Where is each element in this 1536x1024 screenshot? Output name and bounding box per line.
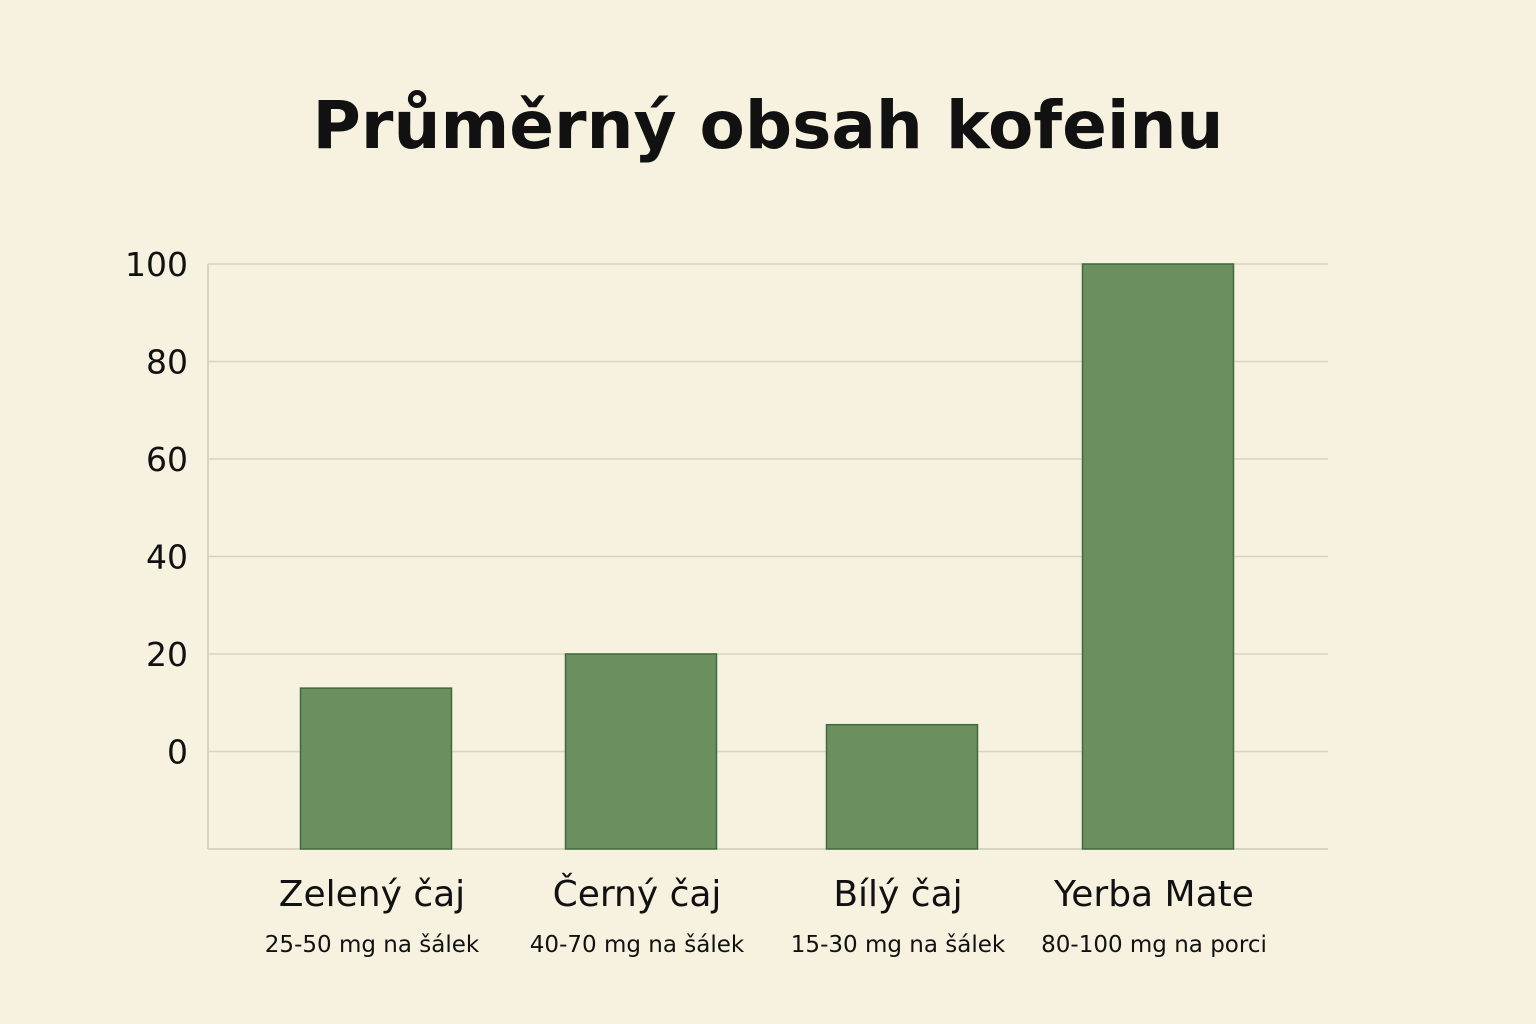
y-tick-label: 0 <box>167 733 188 772</box>
y-tick-label: 100 <box>125 245 188 284</box>
y-tick-label: 80 <box>146 343 188 382</box>
y-tick-label: 60 <box>146 440 188 479</box>
chart-title: Průměrný obsah kofeinu <box>313 87 1224 164</box>
bar <box>825 723 979 850</box>
category-labels: Zelený čaj 25-50 mg na šálek Černý čaj 40-7… <box>265 873 1267 958</box>
y-tick-labels: 0 20 40 60 80 100 <box>125 245 188 772</box>
y-tick-label: 20 <box>146 635 188 674</box>
category-sublabel: 25-50 mg na šálek <box>265 932 480 958</box>
category-sublabel: 40-70 mg na šálek <box>530 932 745 958</box>
category-sublabel: 15-30 mg na šálek <box>791 932 1006 958</box>
bars <box>299 263 1235 850</box>
bar <box>564 653 718 850</box>
bar <box>299 687 453 850</box>
category-sublabel: 80-100 mg na porci <box>1041 932 1267 958</box>
bar <box>1081 263 1235 850</box>
category-label: Bílý čaj <box>833 874 962 915</box>
category-label: Zelený čaj <box>279 874 465 915</box>
y-tick-label: 40 <box>146 538 188 577</box>
category-label: Yerba Mate <box>1053 874 1254 915</box>
category-label: Černý čaj <box>553 873 722 915</box>
